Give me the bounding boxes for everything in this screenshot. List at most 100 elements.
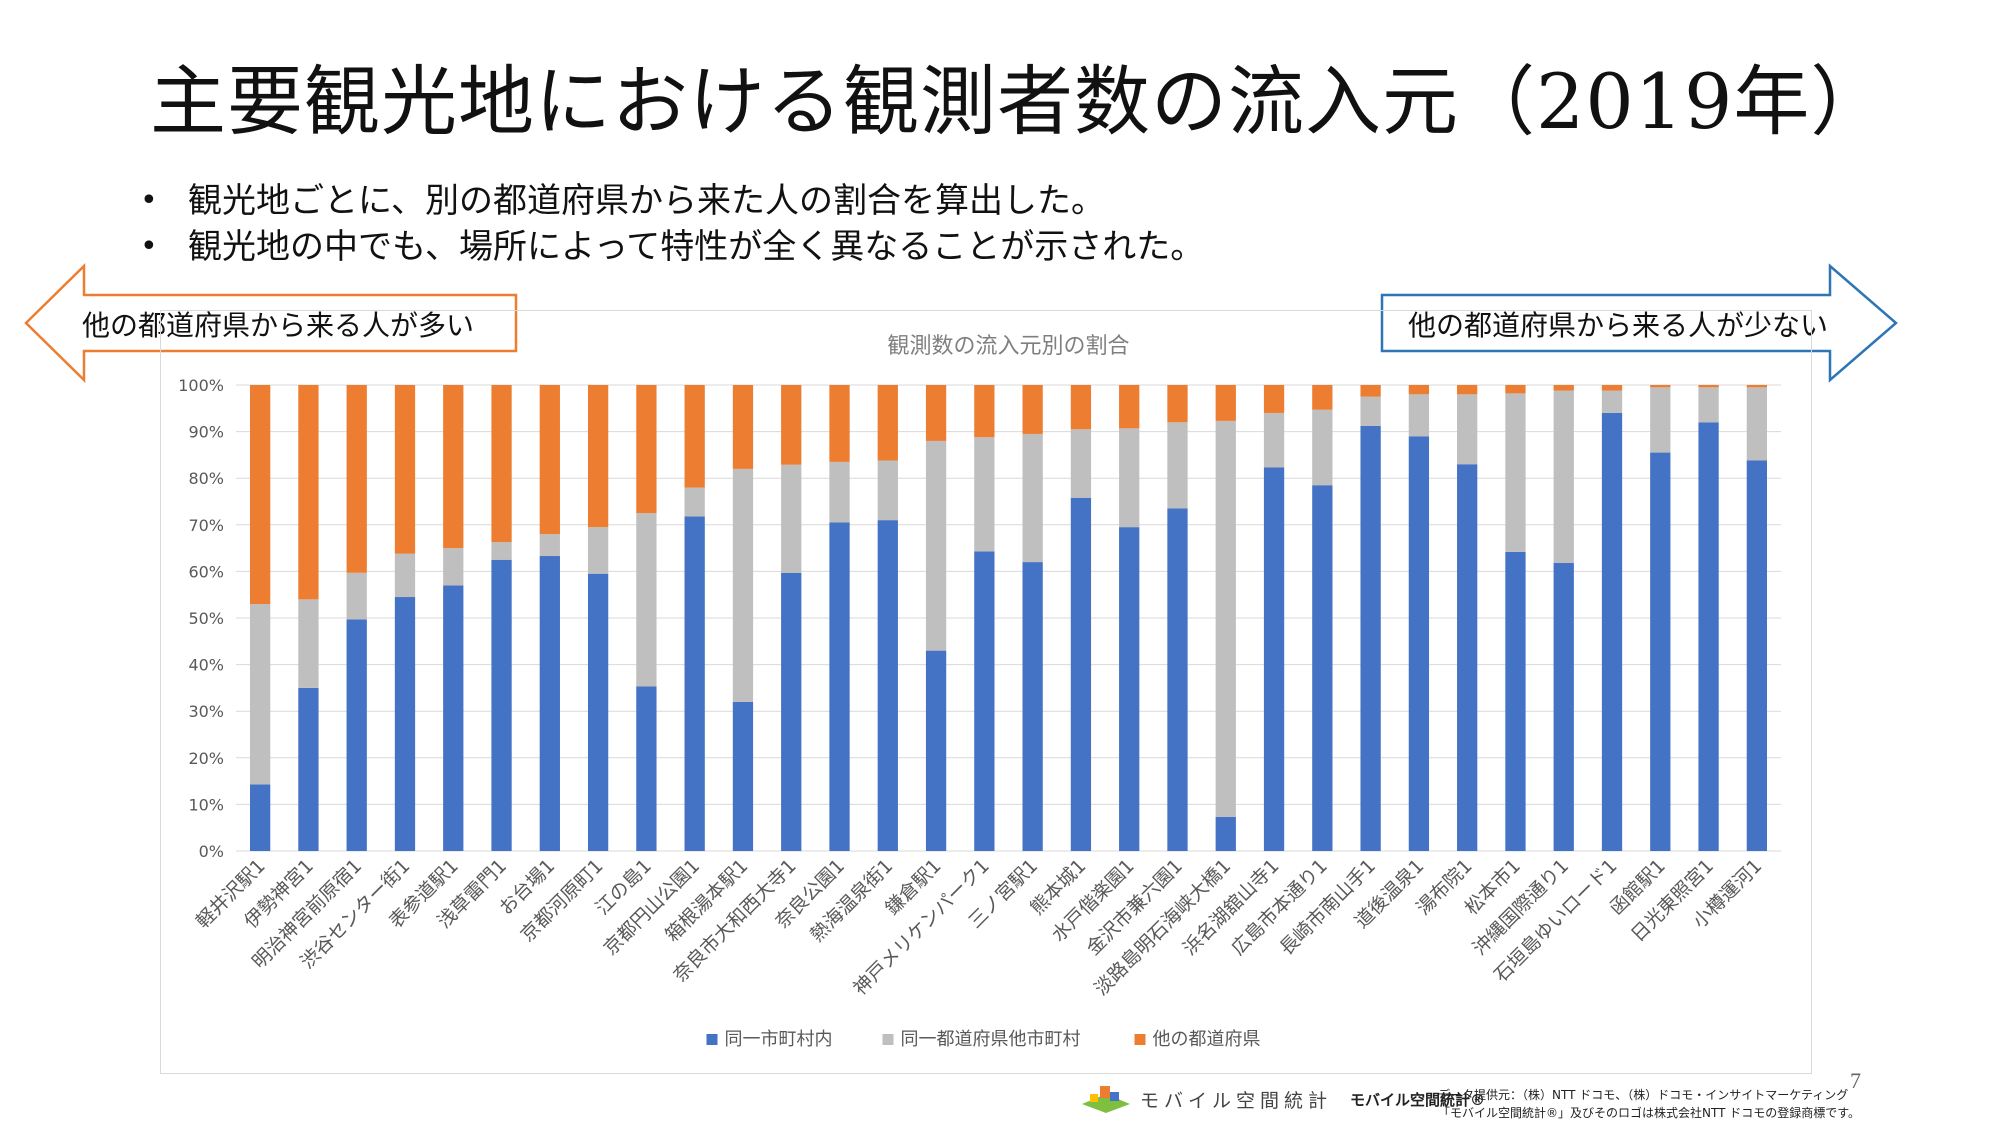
y-tick-label: 90%	[188, 423, 224, 442]
bullet-item: • 観光地ごとに、別の都道府県から来た人の割合を算出した。	[140, 178, 1204, 224]
credit-line-2: 「モバイル空間統計®」及びそのロゴは株式会社NTT ドコモの登録商標です。	[1438, 1106, 1861, 1120]
y-tick-label: 20%	[188, 749, 224, 768]
stacked-bar-chart: 観測数の流入元別の割合 0% 10% 20% 30% 40% 50% 60% 70% 80% 90%…	[178, 334, 1781, 1050]
bar-segment	[1746, 460, 1767, 851]
bar-segment	[877, 520, 898, 851]
bar-segment	[1601, 385, 1623, 391]
bar-segment	[491, 385, 512, 543]
bar-segment	[1167, 385, 1188, 423]
bar-segment	[925, 440, 947, 651]
bar-segment	[346, 572, 367, 620]
right-arrow-callout	[1380, 263, 1898, 383]
footer-logo: モバイル空間統計 モバイル空間統計®	[1080, 1084, 1485, 1114]
bar-segment	[684, 516, 705, 851]
bar-segment	[1070, 497, 1092, 851]
bar-segment	[1022, 562, 1043, 851]
bar-segment	[1215, 385, 1236, 421]
bar-segment	[346, 619, 367, 851]
legend-label: 同一都道府県他市町村	[901, 1029, 1081, 1050]
bar-segment	[1119, 527, 1140, 851]
bar-segment	[250, 604, 271, 785]
bar-segment	[443, 585, 464, 851]
bar-segment	[1263, 467, 1285, 851]
bar-segment	[1553, 563, 1574, 851]
bar-segment	[1746, 387, 1767, 461]
bullet-text-2: 観光地の中でも、場所によって特性が全く異なることが示された。	[188, 227, 1205, 267]
y-tick-label: 50%	[188, 609, 224, 628]
bullet-item: • 観光地の中でも、場所によって特性が全く異なることが示された。	[140, 224, 1204, 270]
bar-segment	[1215, 816, 1236, 851]
bar-segment	[1263, 412, 1285, 468]
bar-segment	[1698, 422, 1719, 851]
chart-frame: 観測数の流入元別の割合 0% 10% 20% 30% 40% 50% 60% 70% 80% 90%…	[160, 310, 1812, 1074]
bar-segment	[1457, 394, 1478, 465]
bar-segment	[925, 385, 947, 441]
bar-segment	[974, 551, 995, 851]
logo-text: モバイル空間統計	[1140, 1089, 1333, 1112]
bar-segment	[1698, 385, 1719, 388]
bar-segment	[1167, 422, 1188, 509]
bar-segment	[636, 686, 657, 851]
y-tick-label: 10%	[188, 795, 224, 814]
bar-segment	[829, 522, 850, 851]
left-arrow-shape	[24, 263, 518, 383]
slide-title: 主要観光地における観測者数の流入元（2019年）	[150, 57, 1888, 146]
bullet-list: • 観光地ごとに、別の都道府県から来た人の割合を算出した。 • 観光地の中でも、…	[140, 178, 1204, 270]
bar-segment	[250, 385, 271, 605]
bar-segment	[636, 513, 657, 687]
bar-segment	[1601, 412, 1623, 851]
bar-segment	[250, 784, 271, 851]
bar-segment	[298, 385, 319, 600]
bar-segment	[298, 599, 319, 688]
bar-segment	[1360, 426, 1381, 851]
bar-segment	[394, 385, 416, 554]
bar-segment	[781, 385, 802, 465]
bar-segment	[1215, 420, 1236, 817]
right-arrow-label: 他の都道府県から来る人が少ない	[1408, 309, 1829, 342]
bar-segment	[298, 687, 319, 851]
bar-segment	[732, 385, 754, 469]
logo-bold-text: モバイル空間統計®	[1350, 1090, 1486, 1109]
bar-segment	[974, 385, 995, 438]
bar-segment	[877, 460, 898, 521]
y-tick-label: 80%	[188, 469, 224, 488]
bar-segment	[1457, 464, 1478, 851]
legend-swatch	[1134, 1034, 1146, 1045]
cube-logo-icon	[1082, 1086, 1130, 1113]
bar-segment	[1167, 508, 1188, 851]
bar-segment	[829, 385, 850, 462]
y-tick-label: 0%	[199, 842, 224, 861]
bar-segment	[1070, 429, 1092, 498]
bar-segment	[1070, 385, 1092, 430]
bar-segment	[1746, 385, 1767, 388]
bar-segment	[1553, 390, 1574, 564]
bar-segment	[732, 701, 754, 851]
left-arrow-label: 他の都道府県から来る人が多い	[82, 309, 475, 342]
legend-label: 同一市町村内	[725, 1029, 833, 1050]
bullet-symbol: •	[140, 183, 158, 218]
y-tick-label: 100%	[178, 376, 224, 395]
bar-segment	[491, 559, 512, 851]
bar-segment	[1263, 385, 1285, 413]
page-number: 7	[1850, 1068, 1861, 1093]
bar-segment	[539, 556, 560, 851]
credit-line-1: データ提供元：（株）NTT ドコモ、（株）ドコモ・インサイトマーケティング	[1438, 1088, 1849, 1102]
bar-segment	[1698, 387, 1719, 423]
right-arrow-shape	[1380, 263, 1898, 383]
bar-segment	[1119, 385, 1140, 429]
bullet-text-1: 観光地ごとに、別の都道府県から来た人の割合を算出した。	[188, 181, 1105, 221]
legend-swatch	[882, 1034, 894, 1045]
bar-segment	[1650, 387, 1671, 453]
bar-segment	[1312, 485, 1333, 851]
chart-title: 観測数の流入元別の割合	[887, 334, 1129, 359]
bar-segment	[1022, 433, 1043, 563]
bar-segment	[781, 464, 802, 573]
bar-segment	[1408, 385, 1430, 395]
bar-segment	[491, 542, 512, 560]
bar-segment	[1312, 409, 1333, 486]
bar-segment	[684, 487, 705, 517]
bar-segment	[1505, 385, 1526, 394]
bar-segment	[587, 385, 609, 528]
left-arrow-callout	[24, 263, 518, 383]
bar-segment	[684, 385, 705, 488]
